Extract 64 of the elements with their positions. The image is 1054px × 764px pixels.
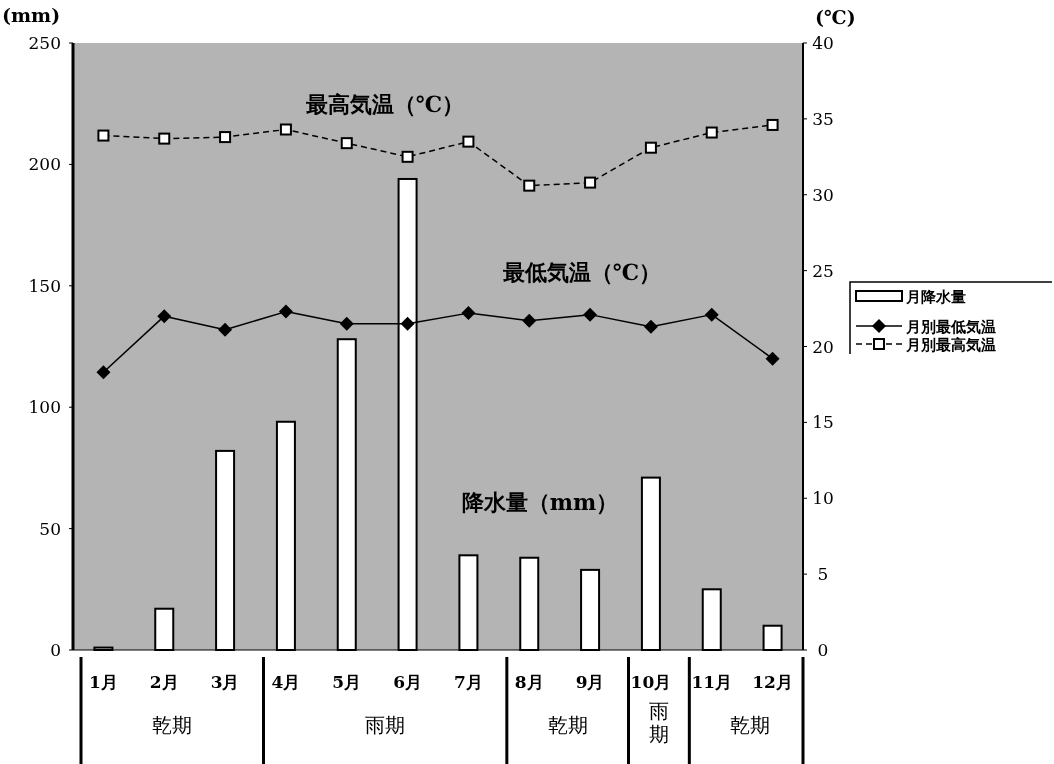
y2-tick-label: 30 <box>812 184 834 205</box>
point <box>278 304 293 319</box>
y2-tick-label: 20 <box>812 336 834 357</box>
y-tick-label: 250 <box>28 33 61 53</box>
point <box>158 132 171 145</box>
text: 乾期 <box>730 713 771 737</box>
point <box>765 351 780 366</box>
y-tick-label: 150 <box>28 275 61 296</box>
point <box>219 131 232 144</box>
point <box>157 309 172 324</box>
y2-tick-label: 25 <box>812 260 834 281</box>
x-tick-label: 10月 <box>630 672 672 692</box>
x-tick-label: 9月 <box>575 672 605 692</box>
y-tick-label: 100 <box>28 397 61 418</box>
point <box>218 322 233 337</box>
x-tick-label: 6月 <box>393 672 423 692</box>
point <box>401 150 414 163</box>
point <box>96 365 111 380</box>
y-axis-title: (mm) <box>2 4 61 26</box>
point <box>705 126 718 139</box>
point <box>643 319 658 334</box>
text: 乾期 <box>152 713 193 737</box>
legend-label: 月別最低気温 <box>905 318 996 336</box>
point <box>583 307 598 322</box>
x-tick-label: 1月 <box>88 672 118 692</box>
text: 雨期 <box>648 699 669 746</box>
point <box>644 141 657 154</box>
x-tick-label: 8月 <box>514 672 544 692</box>
y2-tick-label: 10 <box>812 488 834 509</box>
x-tick-label: 2月 <box>149 672 179 692</box>
legend-label: 月別最高気温 <box>905 336 996 354</box>
x-tick-label: 4月 <box>271 672 301 692</box>
point <box>522 313 537 328</box>
y-tick-label: 0 <box>50 640 61 660</box>
annotation: 最高気温（℃） <box>304 91 465 117</box>
point <box>766 118 779 131</box>
y2-axis-title: (℃) <box>815 6 856 28</box>
y-tick-label: 50 <box>39 518 61 539</box>
y2-tick-label: 40 <box>812 33 834 53</box>
x-tick-label: 3月 <box>210 672 240 692</box>
point <box>400 316 415 331</box>
point <box>340 137 353 150</box>
x-tick-label: 11月 <box>691 672 733 692</box>
point <box>523 179 536 192</box>
point <box>584 176 597 189</box>
text: 乾期 <box>547 713 588 737</box>
y2-tick-label: 15 <box>812 412 834 433</box>
y-tick-label: 200 <box>28 154 61 175</box>
point <box>461 306 476 321</box>
text: 雨期 <box>365 713 406 737</box>
y2-tick-label: 5 <box>817 564 829 585</box>
legend-label: 月降水量 <box>905 288 966 306</box>
point <box>704 307 719 322</box>
point <box>339 316 354 331</box>
x-tick-label: 7月 <box>453 672 483 692</box>
x-tick-label: 12月 <box>752 672 793 692</box>
annotation: 降水量（mm） <box>461 489 619 515</box>
point <box>462 135 475 148</box>
x-tick-label: 5月 <box>332 672 362 692</box>
point <box>97 129 110 142</box>
y2-tick-label: 35 <box>812 108 834 129</box>
point <box>279 123 292 136</box>
y2-tick-label: 0 <box>817 640 829 660</box>
annotation: 最低気温（℃） <box>501 259 662 285</box>
